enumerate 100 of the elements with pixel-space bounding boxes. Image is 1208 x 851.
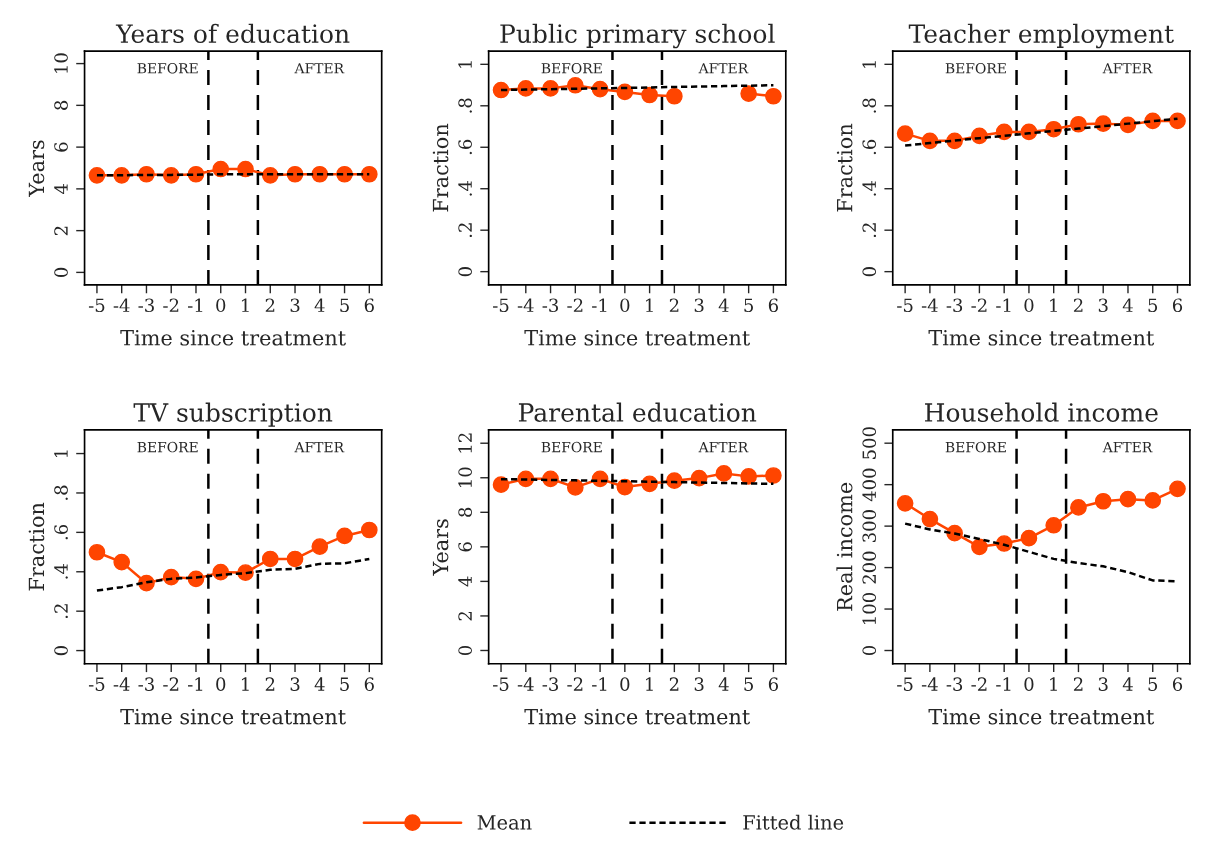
x-tick-label: 4 — [718, 298, 729, 312]
x-tick-label: 1 — [646, 677, 653, 691]
point — [88, 543, 106, 561]
x-tick-label: 4 — [1122, 677, 1133, 691]
x-tick-label: -4 — [517, 677, 534, 691]
x-tick-label: 2 — [669, 298, 679, 312]
point — [896, 125, 914, 142]
x-axis-title: Time since treatment — [928, 708, 1155, 725]
point — [1045, 516, 1063, 534]
y-tick-label: 4 — [458, 576, 472, 587]
x-tick-label: 5 — [340, 298, 349, 313]
x-tick-label: -2 — [971, 677, 987, 691]
point — [1020, 529, 1038, 547]
y-tick-label: 1 — [862, 61, 876, 68]
x-tick-label: 2 — [1073, 677, 1083, 691]
x-tick-label: -2 — [567, 298, 583, 312]
point — [1144, 492, 1162, 509]
y-tick-label: .6 — [862, 139, 877, 155]
chart-title: Teacher employment — [908, 23, 1174, 49]
y-tick-label: 0 — [54, 646, 68, 656]
y-tick-label: .2 — [54, 604, 68, 619]
x-tick-label: 2 — [265, 677, 275, 691]
point — [666, 87, 683, 105]
x-tick-label: -2 — [163, 677, 179, 691]
y-tick-label: 6 — [458, 542, 472, 552]
y-tick-label: .8 — [54, 485, 68, 500]
chart-title: Parental education — [518, 402, 757, 422]
y-axis-title: Fraction — [836, 123, 853, 212]
y-tick-label: 2 — [458, 611, 472, 621]
x-tick-label: 2 — [1073, 298, 1083, 312]
point — [971, 538, 988, 556]
y-axis-title: Fraction — [432, 123, 449, 212]
y-tick-label: 0 — [862, 645, 877, 656]
x-tick-label: -4 — [921, 298, 938, 312]
x-tick-label: -5 — [88, 298, 105, 313]
point — [286, 550, 304, 568]
x-tick-label: -5 — [897, 677, 913, 691]
chart-title: TV subscription — [133, 402, 333, 427]
annotation: AFTER — [1102, 63, 1153, 74]
y-tick-label: 400 — [862, 468, 877, 502]
x-tick-label: -3 — [946, 677, 963, 691]
annotation: BEFORE — [945, 441, 1006, 453]
x-tick-label: -5 — [88, 677, 105, 691]
chart-title: Public primary school — [500, 23, 775, 49]
y-tick-label: 0 — [862, 267, 877, 277]
point — [360, 521, 378, 539]
annotation: BEFORE — [137, 441, 198, 453]
point — [666, 472, 683, 490]
x-tick-label: -4 — [113, 677, 130, 691]
point — [113, 553, 131, 571]
x-tick-label: 1 — [241, 677, 249, 691]
x-tick-label: 1 — [241, 298, 249, 312]
point — [641, 86, 658, 104]
x-tick-label: 0 — [620, 298, 630, 313]
x-tick-label: -1 — [996, 677, 1011, 691]
x-axis-title: Time since treatment — [524, 708, 751, 725]
x-tick-label: 0 — [1024, 298, 1034, 313]
x-tick-label: 0 — [216, 677, 226, 691]
x-tick-label: -3 — [138, 677, 154, 691]
x-tick-label: -1 — [187, 677, 203, 691]
x-tick-label: 0 — [620, 677, 630, 691]
point — [921, 510, 939, 528]
point — [616, 83, 634, 101]
x-tick-label: 2 — [265, 298, 275, 312]
x-tick-label: -5 — [493, 677, 509, 691]
point — [740, 85, 757, 102]
x-tick-label: -2 — [163, 298, 179, 312]
annotation: BEFORE — [137, 63, 198, 74]
y-tick-label: 0 — [458, 267, 472, 277]
y-tick-label: .4 — [862, 181, 877, 196]
x-tick-label: 1 — [1050, 677, 1057, 691]
y-tick-label: 0 — [54, 267, 68, 277]
x-tick-label: 1 — [1050, 298, 1057, 312]
x-tick-label: 1 — [646, 298, 653, 312]
y-tick-label: 4 — [54, 184, 68, 195]
y-tick-label: .8 — [458, 98, 472, 113]
x-tick-label: 6 — [768, 677, 779, 691]
x-tick-label: 3 — [694, 677, 704, 691]
y-tick-label: 2 — [54, 226, 68, 236]
point — [1070, 499, 1087, 516]
x-tick-label: 6 — [1172, 677, 1183, 691]
x-tick-label: 3 — [1098, 298, 1108, 313]
y-tick-label: 6 — [54, 142, 68, 152]
x-tick-label: -1 — [592, 298, 607, 312]
x-tick-label: 3 — [290, 298, 300, 313]
annotation: AFTER — [294, 442, 345, 453]
point — [896, 494, 914, 512]
point — [1169, 112, 1186, 130]
y-tick-label: 200 — [862, 551, 877, 584]
x-tick-label: 6 — [1172, 298, 1183, 313]
x-tick-label: 6 — [364, 677, 374, 691]
x-tick-label: -3 — [542, 298, 559, 313]
annotation: BEFORE — [541, 441, 602, 453]
x-tick-label: 6 — [364, 298, 374, 313]
y-tick-label: 10 — [458, 467, 472, 488]
x-tick-label: 5 — [744, 677, 753, 691]
y-axis-title: Real income — [836, 482, 853, 611]
point — [492, 81, 510, 99]
y-tick-label: .2 — [458, 223, 472, 238]
point — [1094, 492, 1112, 510]
